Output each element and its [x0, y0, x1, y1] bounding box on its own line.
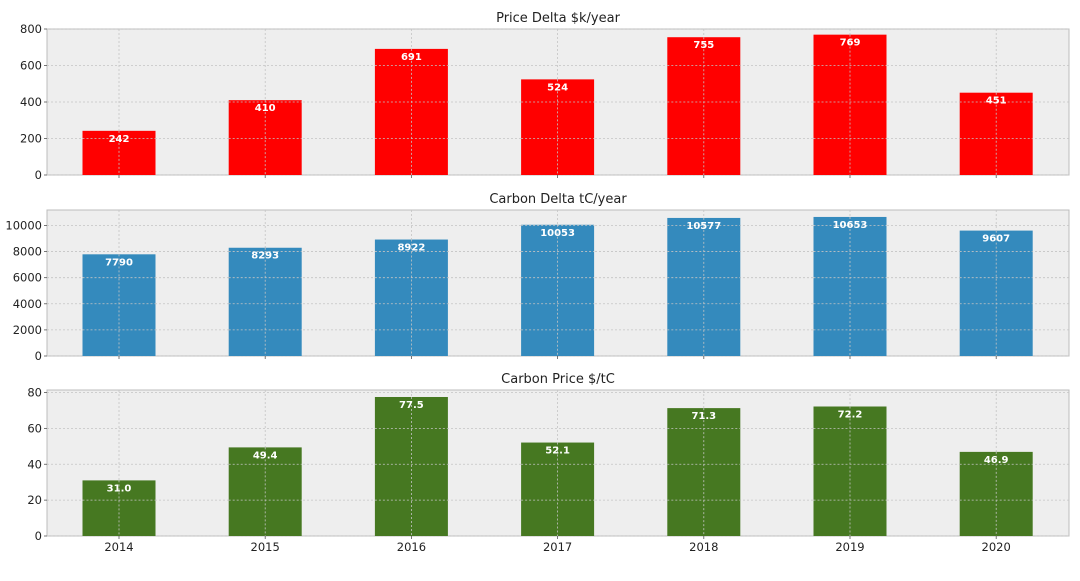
y-tick-label: 6000	[13, 271, 42, 285]
bar-2020	[959, 451, 1033, 536]
data-label: 8922	[397, 243, 425, 254]
chart-panel-3: 0 20 40 60 80 31.0 49.4 77.5 52.1 71.3 72.2 46.9 201…	[27, 372, 1070, 554]
x-tick-label: 2016	[397, 540, 426, 554]
y-tick-label: 0	[35, 349, 42, 363]
x-tick-label: 2019	[835, 540, 864, 554]
data-label: 10053	[540, 228, 575, 239]
chart-title: Carbon Price $/tC	[501, 372, 615, 387]
y-tick-label: 8000	[13, 245, 42, 259]
bar-2016	[374, 48, 448, 175]
y-tick-label: 600	[20, 59, 42, 73]
y-tick-label: 40	[27, 457, 42, 471]
y-tick-label: 2000	[13, 323, 42, 337]
x-tick-label: 2015	[251, 540, 280, 554]
x-tick-label: 2018	[689, 540, 718, 554]
data-label: 691	[401, 52, 422, 63]
data-label: 9607	[982, 234, 1010, 245]
bar-2017	[521, 442, 595, 536]
data-label: 7790	[105, 257, 133, 268]
y-tick-label: 60	[27, 421, 42, 435]
data-label: 451	[986, 96, 1007, 107]
x-tick-label: 2014	[104, 540, 133, 554]
data-label: 49.4	[253, 450, 278, 461]
bar-2015	[228, 247, 302, 356]
bar-2017	[521, 79, 595, 175]
data-label: 10577	[686, 221, 721, 232]
chart-panel-1: 0 200 400 600 800 242 410 691 524 755 769 451 Price …	[20, 11, 1070, 182]
x-tick-label: 2017	[543, 540, 572, 554]
data-label: 8293	[251, 251, 279, 262]
chart-title: Price Delta $k/year	[496, 11, 620, 26]
data-label: 77.5	[399, 400, 424, 411]
y-tick-label: 4000	[13, 297, 42, 311]
data-label: 524	[547, 82, 568, 93]
y-tick-label: 80	[27, 386, 42, 400]
y-tick-label: 0	[35, 529, 42, 543]
x-tick-label: 2020	[982, 540, 1011, 554]
y-tick-label: 400	[20, 95, 42, 109]
data-label: 755	[693, 40, 714, 51]
chart-title: Carbon Delta tC/year	[489, 192, 627, 207]
bar-2020	[959, 230, 1033, 356]
data-label: 46.9	[984, 455, 1009, 466]
y-tick-label: 800	[20, 22, 42, 36]
data-label: 410	[255, 103, 276, 114]
data-label: 31.0	[107, 483, 132, 494]
y-tick-label: 200	[20, 132, 42, 146]
data-label: 71.3	[691, 411, 716, 422]
data-label: 72.2	[838, 410, 863, 421]
data-label: 52.1	[545, 446, 570, 457]
y-tick-label: 20	[27, 493, 42, 507]
bar-2014	[82, 254, 156, 356]
data-label: 769	[840, 38, 861, 49]
y-tick-label: 0	[35, 168, 42, 182]
y-tick-label: 10000	[5, 218, 42, 232]
data-label: 10653	[833, 220, 868, 231]
data-label: 242	[109, 134, 130, 145]
chart-panel-2: 0 2000 4000 6000 8000 10000 7790 8293 8922 10053 1…	[5, 192, 1070, 363]
